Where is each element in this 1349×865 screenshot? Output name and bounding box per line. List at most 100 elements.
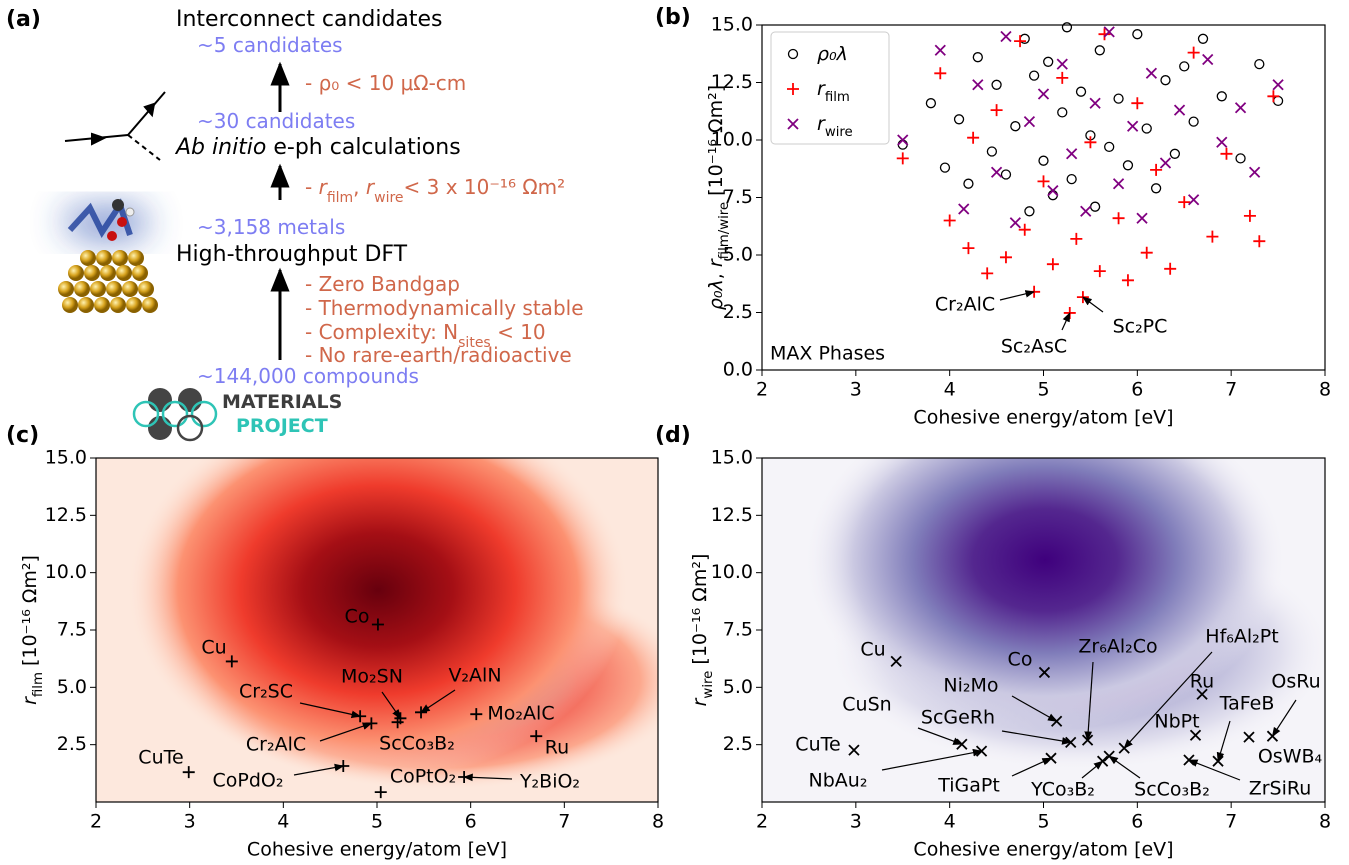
y-tick-label: 7.5 — [57, 619, 87, 641]
point-label: Ni₂Mo — [943, 675, 998, 697]
point — [1084, 136, 1097, 149]
point — [958, 203, 970, 215]
point — [934, 44, 946, 56]
point-label: Hf₆Al₂Pt — [1205, 626, 1278, 648]
y-tick-label: 2.5 — [723, 301, 753, 323]
point — [391, 716, 404, 729]
panel-label: (d) — [655, 423, 691, 448]
filter: - Complexity: Nsites < 10 — [305, 320, 546, 351]
point-label: CuTe — [138, 747, 183, 769]
x-tick-label: 8 — [1319, 811, 1331, 833]
point — [1104, 141, 1115, 153]
point — [963, 178, 974, 189]
y-axis-label-part: wire — [701, 671, 716, 699]
legend-label: rwire — [817, 113, 853, 140]
point — [371, 618, 384, 631]
y-axis-label: rwire [10⁻¹⁶ Ωm²] — [689, 554, 716, 707]
point — [1056, 71, 1069, 84]
annotation: Sc₂AsC — [1001, 336, 1067, 358]
x-tick-label: 4 — [944, 811, 956, 833]
label-arrow — [1188, 759, 1241, 781]
x-tick-label: 3 — [184, 811, 196, 833]
point — [530, 730, 543, 743]
point — [1220, 147, 1233, 160]
point — [953, 114, 965, 125]
point — [1023, 115, 1036, 128]
point — [1113, 93, 1124, 104]
filter-part: sites — [458, 335, 491, 351]
annotation: Cr₂AlC — [935, 294, 995, 316]
y-tick-label: 10.0 — [711, 561, 753, 583]
point-label: Y₂BiO₂ — [519, 771, 580, 793]
label-arrow — [319, 722, 373, 742]
point — [972, 52, 983, 63]
point — [1057, 107, 1068, 118]
y-tick-label: 5.0 — [57, 676, 87, 698]
point — [1066, 173, 1077, 185]
point — [1089, 201, 1101, 212]
label-arrow — [420, 689, 456, 713]
filter-part: r — [319, 175, 329, 199]
point — [1159, 157, 1172, 169]
point-label: YCo₃B₂ — [1030, 779, 1095, 801]
point-label: ZrSiRu — [1249, 778, 1312, 800]
x-tick-label: 5 — [371, 811, 383, 833]
point — [1272, 95, 1284, 107]
point-label: TaFeB — [1219, 693, 1275, 715]
legend-box — [770, 31, 890, 145]
y-axis-label-part: [10⁻¹⁶ Ωm²] — [705, 85, 727, 202]
point — [991, 79, 1002, 90]
x-tick-label: 5 — [1037, 379, 1049, 401]
point — [1080, 205, 1092, 217]
point-label: ScCo₃B₂ — [379, 733, 455, 755]
y-axis-label-part: , — [705, 267, 727, 279]
x-tick-label: 3 — [850, 811, 862, 833]
label-arrow — [1216, 720, 1231, 763]
point — [1164, 262, 1177, 275]
y-axis-label-part: film — [31, 672, 46, 697]
legend-label: ρ₀λ — [817, 43, 848, 65]
filter-part: < 3 x 10⁻¹⁶ Ωm² — [404, 175, 566, 199]
point — [1206, 230, 1219, 243]
point — [1047, 190, 1059, 201]
point — [1093, 265, 1106, 278]
x-tick-label: 7 — [1225, 379, 1237, 401]
point — [986, 146, 998, 157]
label-arrow — [1001, 730, 1072, 745]
density-d — [762, 458, 1325, 802]
x-tick-label: 2 — [756, 379, 768, 401]
point — [1046, 258, 1059, 271]
label-arrow — [881, 748, 983, 771]
point — [1216, 91, 1227, 102]
point — [225, 655, 238, 668]
y-tick-label: 5.0 — [723, 676, 753, 698]
point — [1103, 26, 1115, 38]
annotation-arrow — [1061, 312, 1071, 331]
y-tick-label: 12.5 — [711, 71, 753, 93]
annotation-arrow — [999, 290, 1036, 301]
x-axis-label: Cohesive energy/atom [eV] — [247, 839, 507, 861]
point — [1216, 136, 1228, 148]
filter-part: wire — [374, 190, 403, 206]
legend-label-part: r — [817, 78, 826, 100]
point — [1132, 29, 1143, 40]
y-tick-label: 12.5 — [711, 504, 753, 526]
point — [1066, 148, 1078, 160]
point — [1267, 90, 1280, 103]
point — [1169, 148, 1181, 159]
y-tick-label: 15.0 — [45, 447, 87, 469]
filter: - ρ₀ < 10 μΩ-cm — [305, 71, 466, 95]
title-part: Ab initio — [174, 135, 266, 160]
point — [1234, 102, 1247, 114]
point — [1061, 22, 1073, 33]
point-label: Ru — [545, 737, 569, 759]
point-label: Co — [1008, 649, 1033, 671]
point — [1043, 56, 1054, 67]
point — [1000, 169, 1012, 180]
point — [1000, 30, 1012, 43]
point — [1127, 120, 1139, 132]
x-tick-label: 7 — [1225, 811, 1237, 833]
point — [1131, 97, 1144, 110]
point — [897, 134, 909, 146]
